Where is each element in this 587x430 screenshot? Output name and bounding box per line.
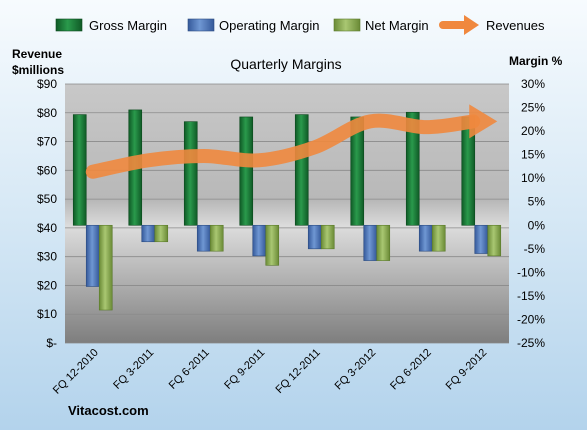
revenue-line-series: [85, 104, 498, 179]
bar-gross-margin: [239, 116, 254, 226]
legend-label-gross-margin: Gross Margin: [89, 18, 167, 33]
legend-item-operating-margin: Operating Margin: [187, 18, 319, 33]
bar-operating-margin: [418, 224, 433, 252]
legend-swatch-operating-margin: [187, 18, 215, 32]
bar-operating-margin: [196, 224, 211, 252]
left-axis-tick-label: $30: [37, 250, 57, 264]
footer-source: Vitacost.com: [68, 403, 149, 418]
legend-label-revenues: Revenues: [486, 18, 545, 33]
left-axis-tick-label: $80: [37, 106, 57, 120]
bar-gross-margin: [294, 114, 309, 226]
bar-gross-margin: [72, 114, 87, 226]
right-axis-tick-label: -15%: [517, 289, 545, 303]
legend-item-revenues: Revenues: [439, 15, 545, 35]
right-axis-tick-label: -5%: [524, 242, 546, 256]
bar-operating-margin: [363, 224, 378, 261]
legend-arrowhead-revenues: [464, 15, 479, 35]
right-axis-title: Margin %: [509, 54, 563, 68]
bar-operating-margin: [252, 224, 267, 257]
bar-gross-margin: [405, 111, 420, 226]
bar-gross-margin: [350, 116, 365, 226]
bar-series: [72, 109, 502, 311]
right-axis-tick-label: 15%: [521, 148, 545, 162]
bar-net-margin: [98, 224, 113, 311]
right-axis-tick-label: 30%: [521, 77, 545, 91]
legend-label-operating-margin: Operating Margin: [219, 18, 319, 33]
right-axis-tick-label: 5%: [528, 195, 546, 209]
bar-net-margin: [265, 224, 280, 266]
bar-net-margin: [320, 224, 335, 250]
left-axis-tick-label: $90: [37, 77, 57, 91]
left-axis-title-line-2: $millions: [12, 63, 64, 77]
bar-net-margin: [376, 224, 391, 261]
left-axis-tick-label: $60: [37, 163, 57, 177]
legend-item-gross-margin: Gross Margin: [55, 18, 167, 33]
left-axis-title-line-1: Revenue: [12, 47, 62, 61]
revenue-line: [85, 113, 481, 179]
left-axis-tick-label: $-: [46, 336, 57, 350]
legend-label-net-margin: Net Margin: [365, 18, 429, 33]
left-axis-tick-label: $50: [37, 192, 57, 206]
left-axis-tick-label: $10: [37, 307, 57, 321]
legend-swatch-net-margin: [333, 18, 361, 32]
bar-operating-margin: [141, 224, 156, 243]
left-axis-tick-label: $40: [37, 221, 57, 235]
bar-operating-margin: [474, 224, 489, 254]
left-axis-ticks: $- $10 $20 $30 $40 $50 $60 $70 $80 $90: [37, 77, 57, 350]
right-axis-tick-label: -20%: [517, 312, 545, 326]
right-axis-tick-label: 10%: [521, 171, 545, 185]
legend-item-net-margin: Net Margin: [333, 18, 429, 33]
right-axis-tick-label: 20%: [521, 124, 545, 138]
bar-net-margin: [431, 224, 446, 252]
right-axis-tick-label: -10%: [517, 265, 545, 279]
left-axis-tick-label: $20: [37, 278, 57, 292]
chart-title: Quarterly Margins: [230, 56, 341, 72]
bar-operating-margin: [85, 224, 100, 287]
legend-swatch-gross-margin: [55, 18, 83, 32]
right-axis-tick-label: 0%: [528, 218, 546, 232]
left-axis-tick-label: $70: [37, 135, 57, 149]
bar-operating-margin: [307, 224, 322, 250]
legend: Gross Margin Operating Margin Net Margin…: [55, 15, 545, 35]
bar-net-margin: [154, 224, 169, 243]
bar-net-margin: [487, 224, 502, 257]
right-axis-tick-label: 25%: [521, 101, 545, 115]
bar-net-margin: [209, 224, 224, 252]
bar-gross-margin: [183, 121, 198, 226]
right-axis-tick-label: -25%: [517, 336, 545, 350]
right-axis-ticks: -25% -20% -15% -10% -5% 0% 5% 10% 15% 20% 25% 30%: [517, 77, 545, 350]
revenue-arrowhead: [469, 104, 498, 139]
